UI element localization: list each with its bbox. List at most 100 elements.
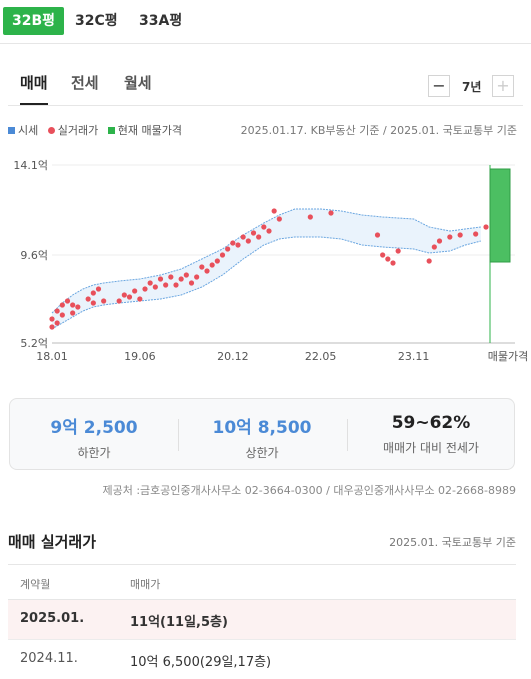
- y-tick-label: 9.6억: [20, 249, 48, 262]
- transaction-point: [116, 298, 122, 304]
- transaction-point: [328, 210, 334, 216]
- x-tick-label: 18.01: [36, 350, 68, 363]
- transactions-source: 2025.01. 국토교통부 기준: [389, 536, 516, 549]
- transaction-point: [240, 234, 246, 240]
- high-price-value: 10억 8,500: [212, 418, 312, 438]
- x-tick-label: 22.05: [305, 350, 337, 363]
- transaction-point: [204, 268, 210, 274]
- row-price: 10억 6,500(29일,17층): [130, 655, 272, 670]
- transaction-point: [250, 230, 257, 236]
- transaction-point: [209, 262, 215, 268]
- summary-low: 9억 2,500 하한가: [10, 399, 178, 471]
- transaction-point: [436, 238, 443, 244]
- period-decrease-button[interactable]: −: [428, 75, 450, 97]
- chart-source: 2025.01.17. KB부동산 기준 / 2025.01. 국토교통부 기준: [240, 124, 517, 137]
- summary-high: 10억 8,500 상한가: [178, 399, 346, 471]
- transactions-title: 매매 실거래가: [8, 533, 97, 551]
- x-tick-label: 19.06: [124, 350, 156, 363]
- deal-tabs-divider: [8, 105, 523, 106]
- transaction-point: [173, 282, 179, 288]
- transaction-point: [183, 272, 189, 278]
- transaction-point: [199, 264, 205, 270]
- price-summary: 9억 2,500 하한가 10억 8,500 상한가 59~62% 매매가 대비…: [9, 398, 515, 470]
- period-increase-button[interactable]: +: [492, 75, 514, 97]
- table-row[interactable]: 2025.01. 11억(11일,5층): [8, 600, 516, 640]
- transaction-point: [261, 224, 267, 230]
- y-tick-label: 14.1억: [13, 159, 48, 172]
- transaction-point: [271, 208, 277, 214]
- transaction-point: [75, 304, 81, 310]
- transaction-point: [214, 258, 220, 264]
- transaction-point: [147, 280, 153, 286]
- size-tab-33a[interactable]: 33A평: [139, 13, 183, 29]
- transaction-point: [390, 260, 396, 266]
- listing-swatch: [107, 127, 115, 134]
- transaction-point: [54, 308, 60, 314]
- provider-info: 제공처 :금호공인중개사사무소 02-3664-0300 / 대우공인중개사사무…: [102, 484, 516, 497]
- transaction-point: [64, 298, 71, 304]
- transaction-point: [374, 232, 381, 238]
- x-tick-label: 20.12: [217, 350, 249, 363]
- jeonse-ratio-value: 59~62%: [391, 413, 471, 433]
- transaction-point: [194, 274, 200, 280]
- transaction-point: [276, 216, 282, 222]
- listing-tick-label: 매물가격: [488, 350, 528, 363]
- transaction-point: [380, 252, 386, 258]
- transaction-point: [85, 296, 91, 302]
- transaction-point: [101, 298, 107, 304]
- column-contract-month: 계약월: [20, 578, 51, 591]
- transaction-point: [168, 274, 174, 280]
- low-price-value: 9억 2,500: [50, 418, 138, 438]
- transaction-point: [266, 228, 272, 234]
- transaction-point: [121, 292, 127, 298]
- transaction-point: [431, 244, 437, 250]
- high-price-label: 상한가: [245, 446, 279, 460]
- tab-jeonse[interactable]: 전세: [71, 74, 99, 92]
- legend-kb-price-label: 시세: [18, 124, 39, 137]
- transaction-point: [70, 302, 76, 308]
- transaction-point: [447, 234, 453, 240]
- kb-lower-line: [51, 236, 481, 330]
- row-month: 2025.01.: [20, 611, 85, 626]
- transaction-point: [137, 296, 143, 302]
- column-sale-price: 매매가: [130, 578, 161, 591]
- summary-divider: [347, 419, 348, 451]
- transaction-point: [90, 300, 96, 306]
- transactions-header: 계약월 매매가: [8, 564, 516, 600]
- period-label: 7년: [462, 80, 482, 94]
- legend-listing-price: 현재 매물가격: [107, 122, 182, 138]
- tab-sale[interactable]: 매매: [20, 72, 48, 105]
- jeonse-ratio-label: 매매가 대비 전세가: [383, 441, 479, 455]
- transaction-point: [59, 312, 65, 318]
- size-tab-32c[interactable]: 32C평: [75, 13, 118, 29]
- transaction-point: [49, 324, 55, 330]
- legend-listing-label: 현재 매물가격: [117, 124, 182, 137]
- transaction-point: [457, 232, 463, 238]
- table-row[interactable]: 2024.11. 10억 6,500(29일,17층): [8, 640, 516, 679]
- size-tabs: 32B평 32C평 33A평: [0, 0, 531, 44]
- transaction-point: [426, 258, 432, 264]
- transaction-point: [230, 240, 236, 246]
- row-month: 2024.11.: [20, 651, 78, 666]
- legend-transactions: 실거래가: [47, 122, 99, 138]
- transaction-point: [95, 286, 102, 292]
- transaction-point: [178, 276, 184, 282]
- transaction-point: [70, 310, 76, 316]
- transaction-point: [59, 302, 65, 308]
- tab-monthly-rent[interactable]: 월세: [124, 74, 152, 92]
- transaction-point: [49, 316, 55, 322]
- transaction-point: [188, 280, 195, 286]
- summary-ratio: 59~62% 매매가 대비 전세가: [347, 399, 515, 471]
- low-price-label: 하한가: [77, 446, 111, 460]
- x-tick-label: 23.11: [398, 350, 430, 363]
- y-tick-label: 5.2억: [20, 337, 48, 350]
- transaction-point: [152, 284, 158, 290]
- transaction-point: [235, 242, 241, 248]
- size-tab-32b[interactable]: 32B평: [3, 7, 65, 35]
- transaction-point: [142, 286, 148, 292]
- legend-transactions-label: 실거래가: [57, 124, 99, 137]
- transaction-point: [132, 288, 138, 294]
- chart-legend: 시세 실거래가 현재 매물가격: [8, 122, 188, 138]
- transaction-point: [225, 246, 231, 252]
